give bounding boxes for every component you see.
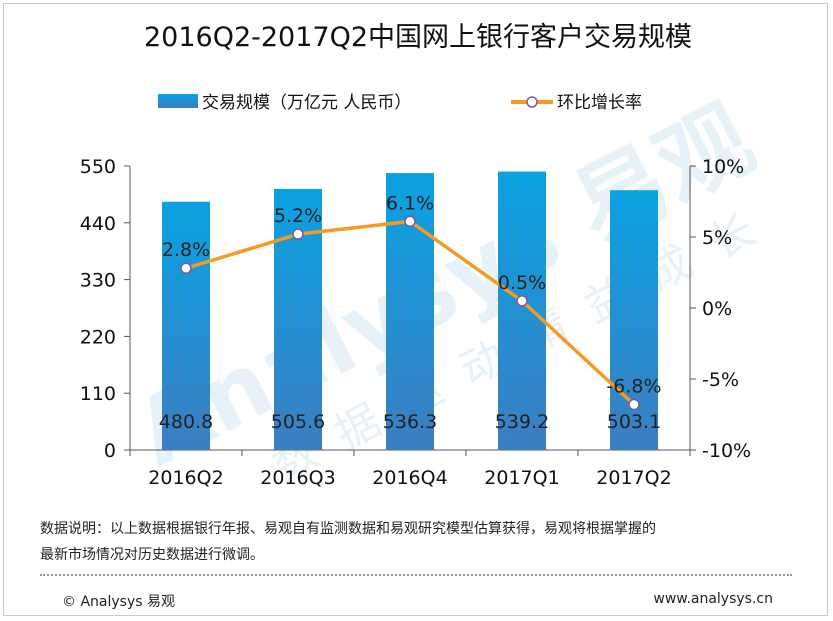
bar bbox=[162, 201, 210, 450]
legend-bar-label: 交易规模（万亿元 人民币） bbox=[202, 93, 411, 113]
footer-divider bbox=[40, 574, 792, 576]
y-left-tick-label: 220 bbox=[80, 326, 116, 348]
x-tick-label: 2017Q2 bbox=[596, 467, 671, 489]
y-left-tick-label: 440 bbox=[80, 213, 116, 235]
y-right-tick-label: -5% bbox=[702, 369, 739, 391]
bar bbox=[498, 171, 546, 450]
line-value-label: 5.2% bbox=[274, 205, 322, 227]
line-value-label: 0.5% bbox=[498, 272, 546, 294]
data-note-line-2: 最新市场情况对历史数据进行微调。 bbox=[40, 547, 264, 563]
y-left-tick-label: 550 bbox=[80, 156, 116, 178]
line-value-label: -6.8% bbox=[606, 376, 661, 398]
y-left-tick-label: 110 bbox=[80, 383, 116, 405]
y-axis-left-ticks: 0 110 220 330 440 550 bbox=[80, 156, 130, 462]
line-point bbox=[516, 295, 528, 307]
x-tick-label: 2016Q2 bbox=[148, 467, 223, 489]
line-value-label: 2.8% bbox=[162, 239, 210, 261]
bar bbox=[386, 173, 434, 450]
bar-value-label: 539.2 bbox=[495, 411, 549, 433]
legend-bar-swatch bbox=[158, 94, 198, 108]
line-point bbox=[180, 262, 192, 274]
y-left-tick-label: 330 bbox=[80, 270, 116, 292]
copyright-text: © Analysys 易观 bbox=[62, 594, 175, 610]
bar-value-label: 503.1 bbox=[607, 411, 661, 433]
y-right-tick-label: -10% bbox=[702, 440, 751, 462]
y-right-tick-label: 0% bbox=[702, 298, 732, 320]
line-point bbox=[628, 398, 640, 411]
y-right-tick-label: 10% bbox=[702, 156, 744, 178]
legend-line-label: 环比增长率 bbox=[557, 93, 642, 113]
website-url: www.analysys.cn bbox=[653, 591, 773, 607]
data-note-line-1: 数据说明：以上数据根据银行年报、易观自有监测数据和易观研究模型估算获得，易观将根… bbox=[40, 521, 656, 537]
y-right-tick-label: 5% bbox=[702, 227, 732, 249]
y-axis-right-ticks: -10% -5% 0% 5% 10% bbox=[690, 156, 751, 462]
chart-title: 2016Q2-2017Q2中国网上银行客户交易规模 bbox=[144, 22, 692, 53]
bar-value-label: 536.3 bbox=[383, 411, 437, 433]
legend: 交易规模（万亿元 人民币） 环比增长率 bbox=[158, 93, 642, 113]
bar-value-label: 480.8 bbox=[159, 411, 213, 433]
line-point bbox=[404, 215, 416, 228]
x-axis-ticks: 2016Q2 2016Q3 2016Q4 2017Q1 2017Q2 bbox=[129, 450, 691, 489]
bar-value-label: 505.6 bbox=[271, 411, 325, 433]
x-tick-label: 2016Q4 bbox=[372, 467, 447, 489]
combo-chart: Analysys 易观 数据驱动精益成长 2016Q2-2017Q2中国网上银行… bbox=[80, 22, 787, 492]
x-tick-label: 2017Q1 bbox=[484, 467, 559, 489]
line-series: 2.8% 5.2% 6.1% 0.5% -6.8% bbox=[162, 192, 662, 411]
watermark: Analysys 易观 数据驱动精益成长 bbox=[119, 85, 787, 492]
y-left-tick-label: 0 bbox=[104, 440, 116, 462]
chart-frame bbox=[3, 3, 828, 616]
line-point bbox=[292, 228, 304, 240]
x-tick-label: 2016Q3 bbox=[260, 467, 335, 489]
line-value-label: 6.1% bbox=[386, 192, 434, 214]
legend-line-marker bbox=[526, 96, 538, 108]
